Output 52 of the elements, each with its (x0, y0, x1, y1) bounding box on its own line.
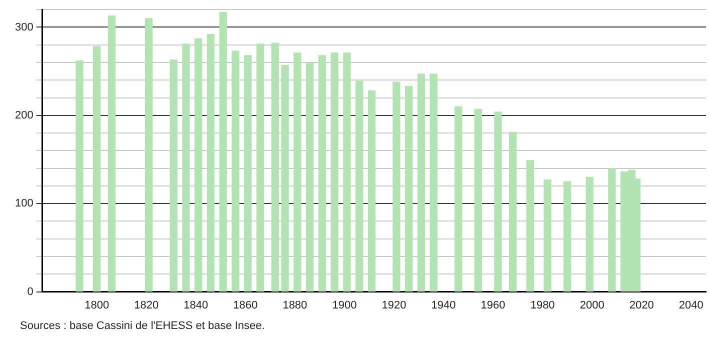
x-tick-label: 1940 (431, 299, 456, 312)
x-tick-label: 1860 (233, 299, 258, 312)
bar (256, 44, 264, 292)
bar (526, 160, 534, 292)
bar (318, 55, 326, 292)
bar (206, 34, 215, 292)
y-tick-label: 200 (14, 109, 34, 122)
x-tick-label: 2000 (580, 299, 604, 312)
bar (454, 106, 462, 292)
bar (474, 108, 482, 292)
x-tick-label: 2020 (629, 299, 654, 312)
x-tick-label: 1980 (530, 299, 555, 312)
x-tick-label: 1920 (382, 299, 406, 312)
bar (281, 64, 289, 292)
bar (306, 63, 314, 292)
x-tick-label: 1820 (134, 299, 159, 312)
y-tick-label: 100 (14, 198, 34, 210)
bar (509, 132, 517, 292)
y-tick-label: 0 (27, 286, 34, 298)
bar (76, 60, 84, 292)
bar (108, 15, 116, 292)
bar (544, 179, 552, 292)
x-tick-label: 2040 (678, 299, 704, 312)
bar (194, 38, 202, 292)
bar (330, 52, 338, 292)
bar (244, 55, 252, 292)
x-tick-label: 1880 (282, 299, 308, 312)
bar (145, 18, 153, 292)
bar (417, 74, 426, 292)
bar (93, 46, 101, 292)
source-note: Sources : base Cassini de l'EHESS et base Insee. (20, 320, 265, 332)
x-tick-label: 1960 (480, 299, 506, 312)
x-tick-label: 1900 (332, 299, 357, 312)
bar (355, 80, 364, 292)
x-tick-label: 1800 (84, 299, 110, 312)
y-tick-label: 300 (14, 21, 34, 34)
bar (430, 74, 438, 292)
bar (170, 60, 178, 292)
bar (182, 44, 190, 292)
bar (343, 52, 351, 292)
bar (271, 42, 279, 292)
bar (232, 50, 240, 292)
bar (608, 168, 616, 292)
bar (563, 181, 572, 292)
bar (405, 86, 413, 292)
bar (219, 12, 227, 292)
bar (368, 90, 376, 292)
bar (494, 112, 502, 292)
bar (586, 176, 594, 292)
x-tick-label: 1840 (184, 299, 208, 312)
bar (294, 52, 302, 292)
bar (392, 82, 400, 292)
